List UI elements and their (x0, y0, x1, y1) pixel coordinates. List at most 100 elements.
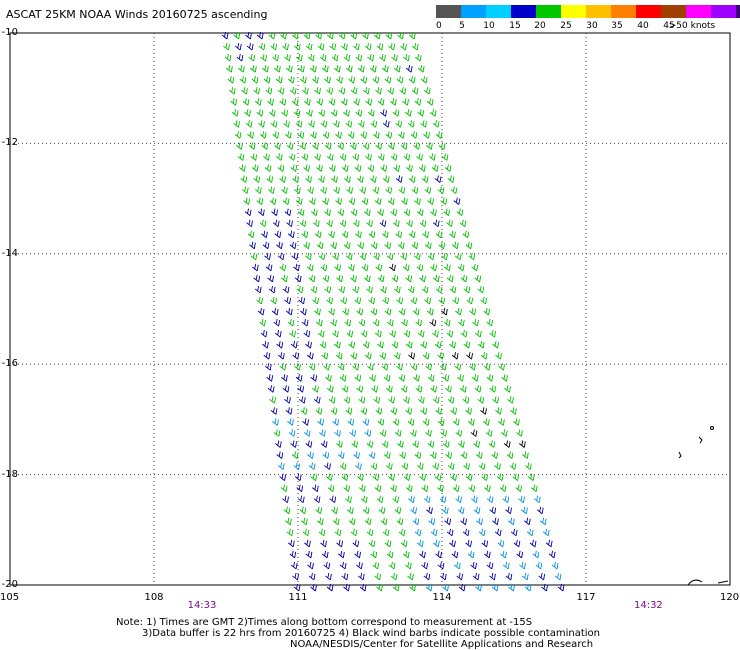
wind-barb (318, 175, 325, 183)
wind-barb (376, 42, 384, 51)
wind-barb (279, 263, 287, 272)
wind-barb (322, 131, 330, 139)
note-line-3: NOAA/NESDIS/Center for Satellite Applica… (290, 639, 594, 650)
wind-barb (469, 363, 476, 371)
pass-time-label: 14:32 (633, 600, 663, 611)
wind-barb (260, 329, 268, 338)
wind-barb (290, 561, 298, 570)
wind-barb (303, 329, 311, 338)
wind-barb (299, 142, 307, 150)
wind-barb (359, 583, 367, 592)
wind-barb (291, 451, 299, 459)
wind-barb (263, 153, 270, 161)
wind-barb (384, 241, 392, 250)
wind-barb (492, 396, 499, 404)
wind-barb (302, 418, 309, 426)
wind-barb (372, 318, 380, 327)
wind-barb (410, 296, 418, 305)
wind-barb (324, 142, 332, 150)
wind-barb (462, 230, 470, 239)
wind-barb (375, 263, 383, 272)
wind-barb (335, 131, 342, 139)
wind-barb (420, 407, 428, 415)
wind-barb (390, 407, 398, 415)
wind-barb (326, 219, 333, 228)
wind-barb (411, 87, 419, 95)
wind-barb (340, 98, 348, 106)
wind-barb (269, 396, 276, 404)
wind-barb (273, 318, 281, 327)
wind-barb (391, 341, 399, 349)
lon-tick-label: 120 (720, 592, 740, 603)
wind-barb (389, 263, 396, 272)
wind-barb (423, 495, 431, 504)
wind-barb (315, 506, 323, 515)
wind-barb (460, 274, 468, 283)
wind-barb (258, 42, 266, 51)
wind-barb (462, 528, 470, 537)
wind-barb (427, 374, 435, 382)
wind-barb (323, 561, 331, 570)
wind-barb (276, 451, 284, 459)
wind-barb (338, 285, 346, 294)
wind-barb (489, 385, 497, 393)
wind-barb (299, 219, 307, 228)
wind-barb (330, 318, 337, 327)
wind-barb (393, 352, 401, 360)
wind-barb (455, 307, 462, 316)
wind-barb (334, 263, 341, 272)
wind-barb (474, 385, 482, 393)
wind-barb (287, 539, 295, 548)
wind-barb (407, 285, 415, 294)
wind-barb (397, 31, 404, 40)
wind-barb (451, 550, 459, 559)
wind-barb (454, 363, 462, 371)
wind-barb (416, 208, 424, 216)
wind-barb (413, 142, 421, 150)
wind-barb (374, 329, 382, 338)
wind-barb (266, 374, 274, 382)
wind-barb (324, 462, 331, 470)
wind-barb (451, 352, 459, 360)
wind-barb (410, 363, 418, 371)
wind-barb (486, 318, 494, 327)
wind-barb (293, 263, 300, 272)
wind-barb (441, 252, 448, 261)
wind-barb (285, 65, 293, 73)
wind-barb (496, 473, 504, 481)
wind-barb (331, 506, 338, 515)
wind-barb (238, 164, 246, 172)
wind-barb (381, 230, 389, 239)
wind-barb (339, 153, 347, 161)
note-line-2: 3)Data buffer is 22 hrs from 20160725 4)… (142, 628, 600, 639)
wind-barb (281, 374, 288, 382)
wind-barb (274, 329, 282, 338)
wind-barb (366, 285, 373, 294)
wind-barb (289, 241, 297, 250)
wind-barb (326, 87, 334, 95)
wind-barb (445, 385, 452, 393)
wind-barb (435, 131, 443, 139)
wind-barb (223, 42, 230, 51)
wind-barb (500, 429, 508, 437)
wind-barb (382, 296, 390, 305)
wind-barb (312, 76, 319, 84)
wind-barb (321, 65, 329, 73)
wind-barb (305, 550, 313, 559)
wind-barb (385, 31, 393, 40)
wind-barb (396, 296, 404, 305)
wind-barb (442, 583, 449, 592)
wind-barb (416, 462, 424, 470)
wind-barb (468, 252, 476, 261)
wind-barb (500, 550, 507, 559)
wind-barb (312, 385, 319, 393)
wind-barb (264, 164, 272, 172)
wind-barb (408, 76, 416, 84)
wind-barb (414, 451, 422, 459)
wind-barb (294, 274, 302, 283)
wind-barb (438, 296, 446, 305)
wind-barb (335, 352, 343, 360)
wind-barb (301, 230, 309, 239)
wind-barb (408, 175, 416, 183)
wind-barb (387, 197, 395, 205)
